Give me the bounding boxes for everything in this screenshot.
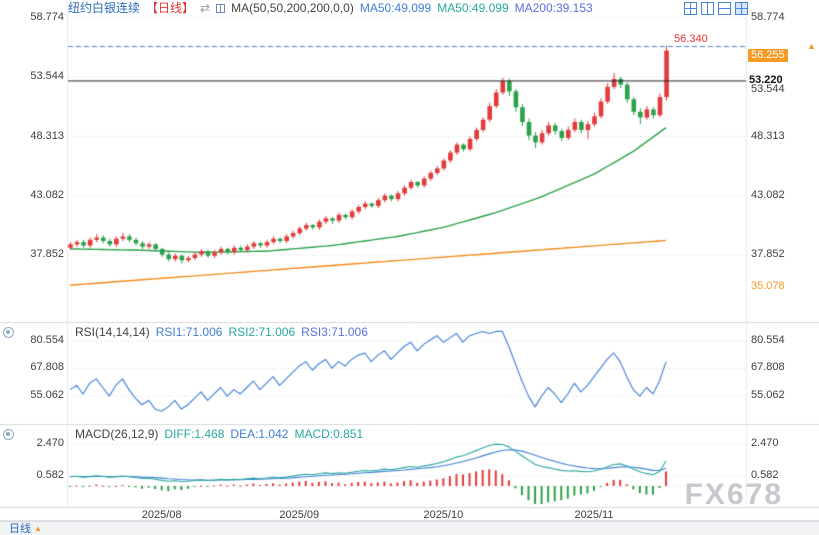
rsi3-value-label: RSI3:71.006 [301,325,368,339]
rsi-settings-icon[interactable] [3,327,14,338]
time-tick-label: 2025/10 [423,509,464,521]
rsi-tick-label-right: 55.062 [751,388,785,401]
price-tick-label-right: 53.544 [751,83,785,96]
price-tick-label-left: 48.313 [30,129,64,142]
time-tick-label: 2025/11 [574,509,614,521]
time-tick-label: 2025/09 [279,509,320,521]
price-tick-label-left: 53.544 [30,70,64,83]
price-tick-label-left: 37.852 [30,248,64,261]
ma200-value-label: MA200:39.153 [514,1,593,15]
macd-tick-label-right: 0.582 [751,469,779,482]
period-tag: 【日线】 [146,1,195,15]
diff-value-label: DIFF:1.468 [164,427,225,441]
rsi-params-label: RSI(14,14,14) [75,325,150,339]
macd-tick-label-right: 2.470 [751,437,779,449]
rsi-tick-label-left: 67.808 [30,361,64,374]
rsi2-value-label: RSI2:71.006 [228,325,296,339]
rsi-tick-label-left: 55.062 [30,388,64,401]
main-legend: 纽约白银连续 【日线】 ⇄ MA(50,50,200,200,0,0) MA50… [68,1,593,15]
layout-columns-icon[interactable] [701,2,714,15]
rsi-tick-label-left: 80.554 [30,334,64,346]
price-tick-label-right: 58.774 [751,11,785,23]
price-tick-label-right: 37.852 [751,248,785,261]
rsi-tick-label-right: 80.554 [751,334,785,346]
ma-indicator-icon[interactable] [216,3,226,13]
symbol-name[interactable]: 纽约白银连续 [68,1,141,15]
session-high-label: 56.340 [674,32,708,45]
macd-tick-label-left: 0.582 [36,469,64,482]
time-tick-label: 2025/08 [141,509,182,521]
ma50-value-label: MA50:49.099 [359,1,432,15]
ma50b-value-label: MA50:49.099 [437,1,509,15]
rsi1-value-label: RSI1:71.006 [155,325,223,339]
macd-value-label: MACD:0.851 [294,427,364,441]
macd-tick-label-left: 2.470 [36,437,64,449]
period-tab-label: 日线 [9,522,31,535]
period-tab-daily[interactable]: 日线 ▲ [9,523,42,535]
layout-rows-icon[interactable] [718,2,731,15]
ma-params-label: MA(50,50,200,200,0,0) [231,1,354,15]
swap-icon[interactable]: ⇄ [200,1,211,15]
macd-params-label: MACD(26,12,9) [75,427,159,441]
period-dropdown-icon: ▲ [34,523,42,533]
prev-close-label: 53.220 [749,73,783,86]
layout-toolbar [684,2,748,15]
price-tick-label-left: 43.082 [30,188,64,201]
price-tick-label-right: 48.313 [751,129,785,142]
macd-legend: MACD(26,12,9) DIFF:1.468 DEA:1.042 MACD:… [75,427,363,441]
price-alert-arrow-icon[interactable]: ▲ [807,41,816,51]
period-bar: 日线 ▲ [0,521,819,535]
dea-value-label: DEA:1.042 [230,427,289,441]
orange-level-label: 35.078 [751,279,785,292]
rsi-legend: RSI(14,14,14) RSI1:71.006 RSI2:71.006 RS… [75,325,368,339]
layout-grid-active-icon[interactable] [735,2,748,15]
layout-2x2-icon[interactable] [684,2,697,15]
macd-settings-icon[interactable] [3,429,14,440]
rsi-tick-label-right: 67.808 [751,361,785,374]
price-tick-label-right: 43.082 [751,188,785,201]
price-tick-label-left: 58.774 [30,11,64,23]
last-price-badge: 56.255 [748,48,788,62]
